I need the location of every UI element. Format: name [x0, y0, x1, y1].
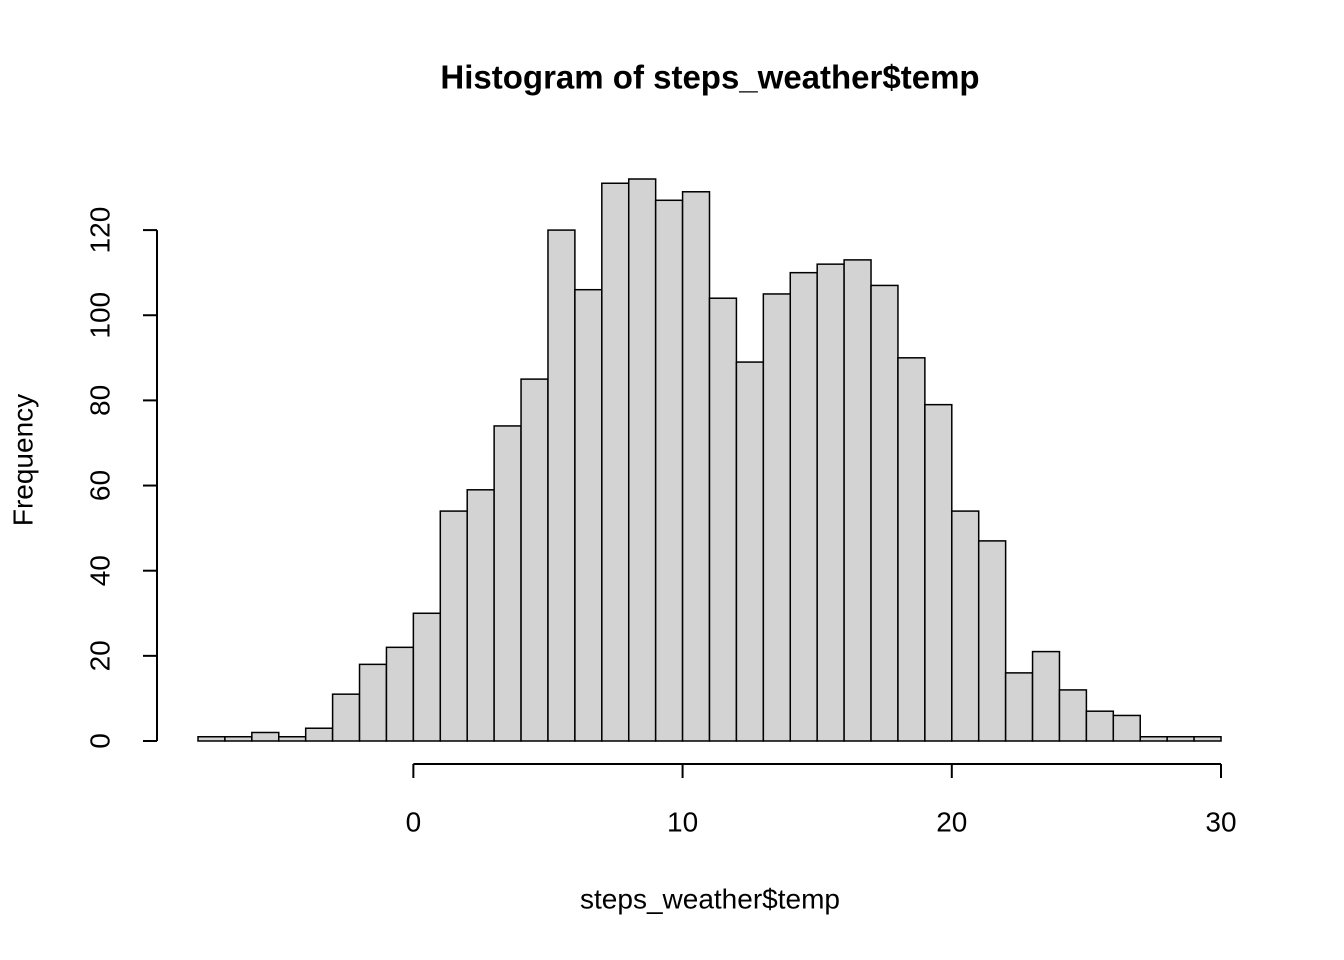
x-tick-label: 30 [1205, 806, 1236, 837]
bar [1112, 714, 1141, 742]
bar [843, 259, 872, 742]
bar [1193, 735, 1222, 742]
bar [574, 288, 603, 742]
bar [439, 510, 468, 742]
y-axis-label: Frequency [7, 394, 38, 526]
bar [466, 489, 495, 742]
x-axis-label: steps_weather$temp [580, 883, 840, 914]
bar [870, 284, 899, 742]
bar [601, 182, 630, 742]
bar [520, 378, 549, 742]
bar [1085, 710, 1115, 742]
bar [358, 663, 388, 742]
bar [1031, 650, 1061, 742]
bar [789, 271, 818, 742]
x-tick-label: 20 [936, 806, 967, 837]
bar [816, 263, 845, 742]
bar [762, 293, 792, 742]
bar [1166, 735, 1195, 742]
y-tick-label: 0 [84, 733, 115, 749]
y-tick-label: 100 [84, 292, 115, 339]
chart-title: Histogram of steps_weather$temp [440, 59, 979, 96]
bar [197, 735, 226, 742]
x-tick-label: 10 [667, 806, 698, 837]
y-tick-label: 120 [84, 207, 115, 254]
y-tick-label: 80 [84, 385, 115, 416]
bar [924, 403, 953, 742]
bar [735, 361, 765, 742]
bar [304, 727, 334, 742]
bar [654, 199, 684, 742]
y-tick-label: 60 [84, 470, 115, 501]
bar [1139, 735, 1168, 742]
bar [224, 735, 253, 742]
bar [331, 693, 361, 742]
bar [951, 510, 980, 742]
bar [627, 178, 657, 742]
bar [278, 735, 307, 742]
bar [681, 191, 711, 742]
bar [1058, 689, 1088, 742]
y-tick-label: 20 [84, 640, 115, 671]
bar [708, 297, 738, 742]
y-tick-label: 40 [84, 555, 115, 586]
bar [251, 731, 280, 742]
bar [493, 425, 522, 742]
bar [412, 612, 442, 742]
x-tick-label: 0 [406, 806, 422, 837]
bar [897, 357, 926, 742]
bar [1004, 672, 1034, 742]
bar [385, 646, 415, 742]
bar [977, 540, 1007, 742]
bar [547, 229, 576, 742]
